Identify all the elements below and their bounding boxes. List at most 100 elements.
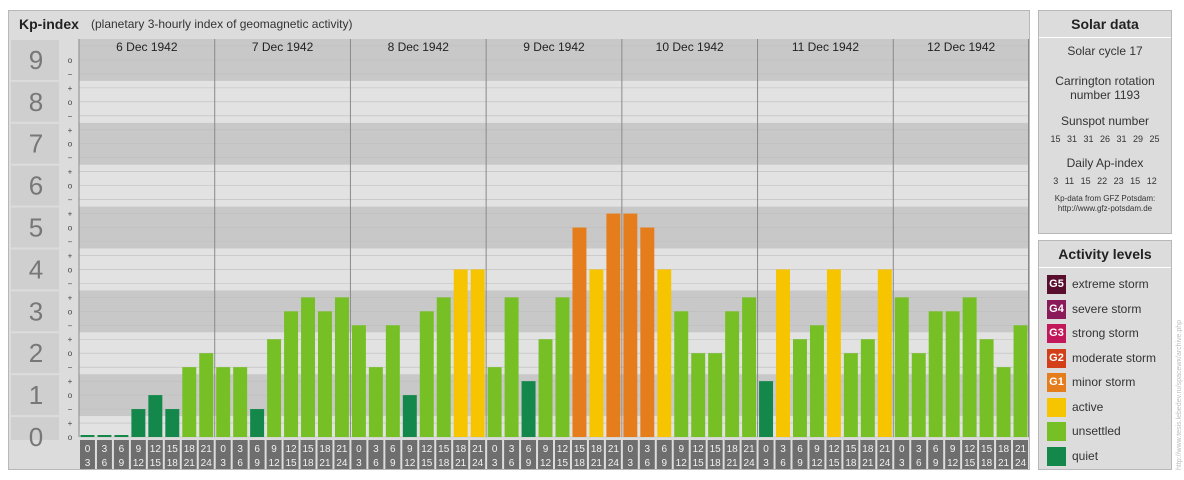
y-subtick-label: + — [68, 419, 73, 428]
y-tick-label: 7 — [29, 129, 43, 159]
hour-box — [741, 440, 757, 469]
hour-label-start: 6 — [797, 444, 803, 455]
hour-label-start: 12 — [964, 444, 976, 455]
hour-label-end: 15 — [557, 458, 569, 469]
kp-bar — [911, 353, 926, 437]
hour-label-end: 24 — [1015, 458, 1027, 469]
kp-bar — [589, 269, 604, 437]
kp-bar — [572, 227, 587, 437]
hour-label-start: 18 — [591, 444, 603, 455]
hour-label-start: 18 — [862, 444, 874, 455]
hour-label-end: 9 — [661, 458, 667, 469]
hour-box — [792, 440, 808, 469]
hour-label-end: 6 — [237, 458, 243, 469]
hour-box — [555, 440, 570, 469]
hour-label-end: 24 — [336, 458, 348, 469]
hour-box — [758, 440, 774, 469]
hour-label-end: 3 — [220, 458, 226, 469]
y-subtick-label: − — [68, 154, 73, 163]
gfz-credit-1: Kp-data from GFZ Potsdam: — [1054, 194, 1156, 203]
hour-label-end: 6 — [916, 458, 922, 469]
kp-chart: 0 + o 1 + o − 2 + o − 3 + o − 4 + o − 5 + o − 6 + o − 7 + o − 8 + o − 9 o − 6 … — [9, 39, 1029, 469]
kp-bar — [114, 435, 129, 437]
hour-box — [775, 440, 791, 469]
hour-label-end: 12 — [269, 458, 281, 469]
day-label: 9 Dec 1942 — [523, 40, 585, 54]
y-subtick-label: − — [68, 363, 73, 372]
kp-bar — [402, 395, 417, 437]
activity-level-label: strong storm — [1072, 326, 1139, 340]
activity-level-label: moderate storm — [1072, 350, 1157, 365]
kp-bar — [334, 297, 349, 437]
kp-bar — [148, 395, 163, 437]
y-subtick-label: o — [68, 433, 73, 442]
kp-bar — [674, 311, 689, 437]
kp-bar — [182, 367, 197, 437]
hour-box — [860, 440, 876, 469]
hour-label-start: 15 — [981, 444, 993, 455]
hour-box — [962, 440, 978, 469]
kp-bar — [436, 297, 451, 437]
kp-chart-panel: 0 + o 1 + o − 2 + o − 3 + o − 4 + o − 5 + o − 6 + o − 7 + o − 8 + o − 9 o − 6 … — [8, 10, 1030, 470]
hour-label-end: 3 — [356, 458, 362, 469]
hour-label-end: 12 — [540, 458, 552, 469]
kp-bar — [708, 353, 723, 437]
hour-label-start: 3 — [373, 444, 379, 455]
hour-label-start: 12 — [421, 444, 433, 455]
y-tick-label: 3 — [29, 296, 43, 326]
y-subtick-label: − — [68, 237, 73, 246]
y-subtick-label: + — [68, 377, 73, 386]
kp-bar — [640, 227, 655, 437]
y-subtick-label: − — [68, 112, 73, 121]
hour-box — [351, 440, 367, 469]
y-subtick-label: + — [68, 84, 73, 93]
hour-label-start: 18 — [455, 444, 467, 455]
hour-box — [198, 440, 214, 469]
hour-box — [164, 440, 180, 469]
hour-box — [894, 440, 910, 469]
hour-label-start: 15 — [167, 444, 179, 455]
day-label: 10 Dec 1942 — [656, 40, 724, 54]
hour-label-end: 12 — [133, 458, 145, 469]
y-tick-label: 2 — [29, 338, 43, 368]
activity-level-badge: G3 — [1047, 324, 1066, 343]
y-tick-label: 1 — [29, 380, 43, 410]
y-tick-box — [11, 333, 59, 374]
activity-level-badge — [1047, 397, 1066, 417]
day-label: 6 Dec 1942 — [116, 40, 178, 54]
activity-level-badge — [1047, 446, 1066, 466]
hour-box — [571, 440, 587, 469]
hour-label-start: 12 — [693, 444, 705, 455]
solar-data-header: Solar data — [1039, 11, 1171, 38]
hour-label-end: 21 — [455, 458, 467, 469]
activity-level-label: active — [1072, 399, 1104, 414]
y-subtick-label: − — [68, 196, 73, 205]
hour-label-start: 0 — [85, 444, 91, 455]
hour-box — [96, 440, 112, 469]
hour-box — [622, 440, 638, 469]
hour-label-start: 9 — [950, 444, 956, 455]
activity-level-label: minor storm — [1072, 375, 1136, 389]
activity-level-badge — [1047, 422, 1066, 441]
hour-label-end: 15 — [150, 458, 162, 469]
kp-bar — [793, 339, 807, 437]
y-subtick-label: − — [68, 405, 73, 414]
hour-label-start: 21 — [608, 444, 620, 455]
hour-label-end: 3 — [763, 458, 769, 469]
hour-label-end: 18 — [574, 458, 586, 469]
y-tick-box — [11, 165, 59, 206]
hour-label-end: 18 — [438, 458, 450, 469]
hour-label-start: 15 — [302, 444, 314, 455]
hour-label-end: 18 — [302, 458, 314, 469]
hour-label-end: 24 — [472, 458, 484, 469]
hour-label-end: 9 — [390, 458, 396, 469]
hour-box — [724, 440, 740, 469]
hour-box — [996, 440, 1012, 469]
hour-box — [605, 440, 621, 469]
day-label: 8 Dec 1942 — [388, 40, 450, 54]
hour-box — [402, 440, 418, 469]
ap-values: 3 11 15 22 23 15 12 — [1053, 176, 1157, 186]
kp-bar — [250, 409, 265, 437]
kp-bar — [877, 269, 892, 437]
kp-bar — [843, 353, 858, 437]
